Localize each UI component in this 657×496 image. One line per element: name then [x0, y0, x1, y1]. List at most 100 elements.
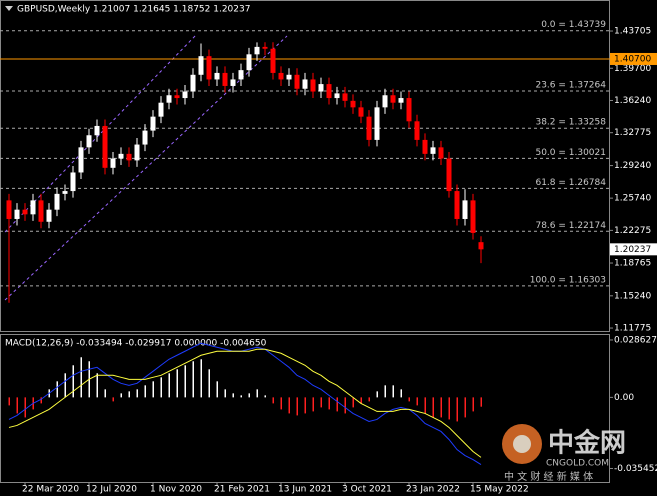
candle-body	[46, 209, 52, 222]
histogram-bar	[432, 397, 434, 418]
histogram-bar	[320, 397, 322, 408]
candle-body	[206, 56, 212, 80]
y-tick-label: 1.36240	[614, 96, 651, 106]
candle-body	[6, 200, 12, 219]
candle-body	[190, 74, 196, 92]
candle-body	[294, 74, 300, 89]
candle-body	[102, 125, 108, 168]
histogram-bar	[424, 397, 426, 414]
y-tick-label: -0.035452	[614, 464, 657, 474]
x-tick-label: 13 Jun 2021	[278, 485, 332, 495]
candle-body	[150, 116, 156, 131]
candle-body	[254, 46, 260, 55]
y-tick-label: 1.32775	[614, 128, 651, 138]
fib-label: 0.0 = 1.43739	[541, 20, 606, 30]
candle-body	[30, 200, 36, 215]
candle-body	[182, 91, 188, 99]
logo-core	[513, 435, 531, 453]
histogram-bar	[144, 385, 146, 398]
candle-body	[478, 242, 484, 250]
candle-body	[262, 46, 268, 49]
y-tick-label: 1.18765	[614, 259, 651, 269]
candle-body	[174, 95, 180, 99]
histogram-bar	[368, 397, 370, 402]
candle-body	[62, 191, 68, 194]
candle-body	[334, 93, 340, 99]
candle-body	[22, 209, 28, 215]
x-tick-label: 23 Jan 2022	[406, 485, 460, 495]
histogram-bar	[376, 391, 378, 398]
histogram-bar	[328, 397, 330, 410]
histogram-bar	[440, 397, 442, 418]
candle-body	[454, 191, 460, 219]
histogram-bar	[384, 385, 386, 398]
macd-panel-frame	[0, 334, 610, 483]
histogram-bar	[464, 397, 466, 418]
fib-label: 61.8 = 1.26784	[535, 178, 606, 188]
histogram-bar	[472, 397, 474, 412]
watermark-slogan: 中 文 财 经 新 媒 体	[504, 470, 593, 483]
histogram-bar	[56, 381, 58, 398]
histogram-bar	[160, 377, 162, 398]
candle-body	[270, 48, 276, 73]
candle-body	[326, 84, 332, 99]
macd-line	[8, 342, 482, 465]
candle-body	[222, 72, 228, 86]
histogram-bar	[200, 359, 202, 398]
candle-body	[158, 102, 164, 117]
y-tick-label: 1.15240	[614, 291, 651, 301]
candle-body	[398, 98, 404, 103]
histogram-bar	[72, 365, 74, 398]
fib-label: 38.2 = 1.33258	[535, 118, 606, 128]
y-tick-label: 1.39700	[614, 64, 651, 74]
candle-body	[110, 158, 116, 168]
y-tick-label: 1.11775	[614, 324, 651, 334]
histogram-bar	[96, 373, 98, 398]
histogram-bar	[232, 393, 234, 398]
candle-body	[310, 79, 316, 92]
histogram-bar	[192, 361, 194, 398]
candle-body	[318, 84, 324, 92]
y-tick-label: 0.00	[614, 393, 634, 403]
candle-body	[382, 95, 388, 108]
histogram-bar	[272, 397, 274, 404]
macd-title: MACD(12,26,9) -0.033494 -0.029917 0.0000…	[5, 339, 267, 349]
histogram-bar	[280, 397, 282, 410]
marker-label-box	[610, 52, 657, 65]
histogram-bar	[216, 381, 218, 398]
histogram-bar	[168, 373, 170, 398]
histogram-bar	[416, 397, 418, 406]
candle-body	[238, 70, 244, 80]
candle-body	[302, 79, 308, 89]
watermark: 中金网 CNGOLD.COM 中 文 财 经 新 媒 体	[502, 424, 626, 483]
chart-title: GBPUSD,Weekly 1.21007 1.21645 1.18752 1.…	[17, 5, 250, 15]
candle-body	[438, 147, 444, 159]
candle-body	[86, 135, 92, 148]
candle-body	[166, 95, 172, 103]
histogram-bar	[256, 389, 258, 398]
histogram-bar	[392, 385, 394, 398]
y-tick-label: 1.29240	[614, 161, 651, 171]
watermark-brand: 中金网	[548, 428, 626, 459]
candle-body	[366, 116, 372, 140]
candle-body	[462, 200, 468, 219]
candle-body	[470, 200, 476, 233]
histogram-bar	[264, 395, 266, 398]
histogram-bar	[40, 397, 42, 404]
candle-body	[422, 139, 428, 154]
histogram-bar	[312, 397, 314, 412]
candle-body	[134, 144, 140, 161]
histogram-bar	[24, 397, 26, 418]
candle-body	[230, 79, 236, 86]
candle-body	[406, 98, 412, 122]
x-tick-label: 1 Nov 2020	[150, 485, 202, 495]
histogram-bar	[240, 395, 242, 398]
histogram-bar	[176, 369, 178, 398]
histogram-bar	[336, 397, 338, 412]
histogram-bar	[288, 397, 290, 414]
fib-label: 100.0 = 1.16303	[530, 275, 606, 285]
watermark-site: CNGOLD.COM	[546, 459, 609, 469]
